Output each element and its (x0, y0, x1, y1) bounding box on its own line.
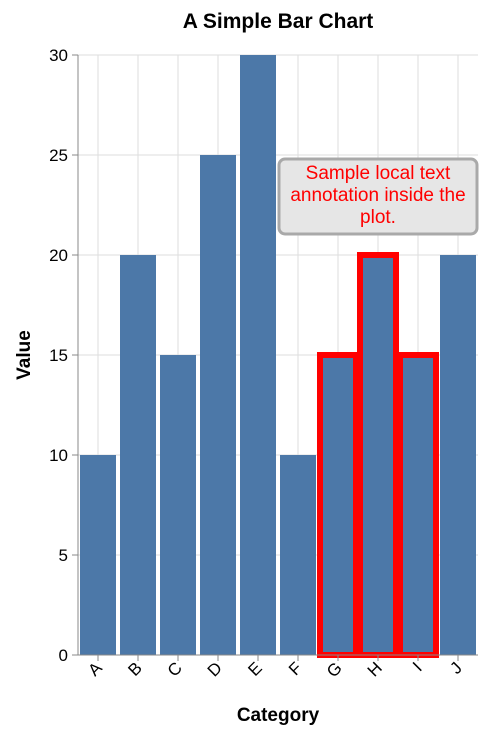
x-tick-label: A (84, 658, 106, 680)
bar-D (200, 155, 236, 655)
y-tick-label: 10 (49, 446, 68, 465)
y-axis: 0 5 10 15 20 25 30 (49, 46, 79, 665)
x-axis-title: Category (237, 705, 320, 726)
x-tick-label: C (164, 658, 186, 680)
x-tick-label: B (124, 658, 145, 679)
x-tick-label: I (409, 658, 426, 675)
x-tick-label: F (285, 658, 306, 679)
x-tick-label: D (204, 658, 226, 680)
bar-G (317, 352, 359, 658)
bar-C (160, 355, 196, 655)
y-tick-label: 30 (49, 46, 68, 65)
x-tick-label: G (323, 658, 346, 681)
annotation: Sample local text annotation inside the pl… (277, 157, 479, 236)
y-axis-title: Value (14, 330, 35, 380)
bars (80, 55, 476, 658)
bar-H (357, 252, 399, 658)
bar-J (440, 255, 476, 655)
bar-E (240, 55, 276, 655)
y-tick-label: 20 (49, 246, 68, 265)
y-tick-label: 25 (49, 146, 68, 165)
x-tick-label: E (244, 658, 265, 679)
chart-title: A Simple Bar Chart (183, 10, 374, 33)
bar-B (120, 255, 156, 655)
x-tick-label: J (446, 658, 465, 677)
y-tick-label: 15 (49, 346, 68, 365)
bar-F (280, 455, 316, 655)
annotation-box (277, 157, 479, 236)
bar-I (397, 352, 439, 658)
y-tick-label: 0 (59, 646, 68, 665)
bar-A (80, 455, 116, 655)
y-tick-label: 5 (59, 546, 68, 565)
x-tick-label: H (364, 658, 386, 680)
annotation-text: Sample local text annotation inside the pl… (290, 163, 465, 228)
